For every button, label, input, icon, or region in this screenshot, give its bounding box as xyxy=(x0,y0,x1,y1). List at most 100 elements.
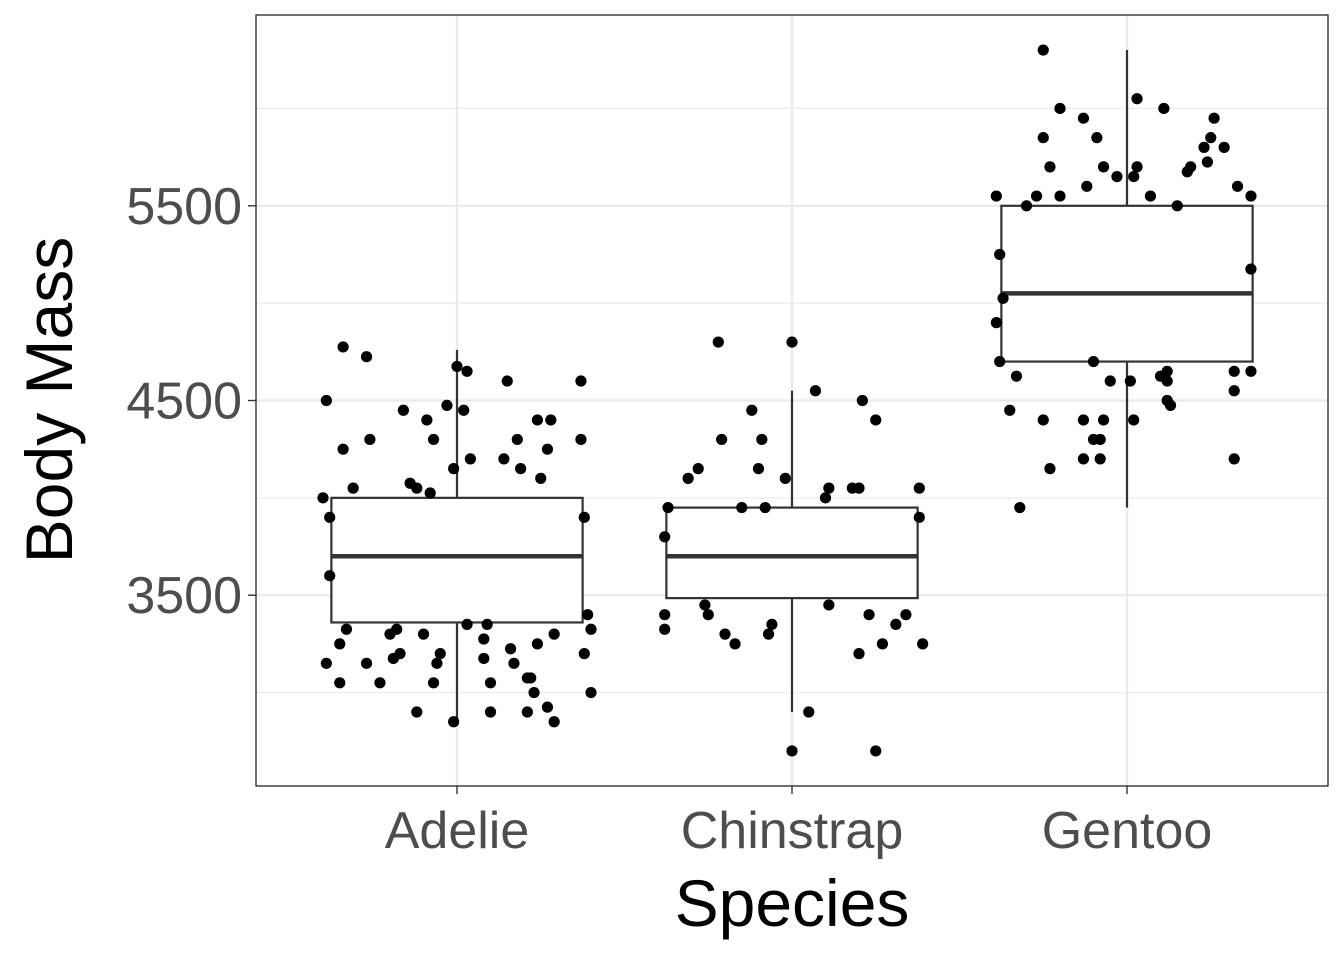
data-point xyxy=(853,648,865,660)
data-point xyxy=(528,686,540,699)
data-point xyxy=(1228,453,1240,465)
data-point xyxy=(994,355,1006,368)
data-point xyxy=(1231,180,1244,192)
data-point xyxy=(1158,102,1170,115)
x-tick-label: Chinstrap xyxy=(681,802,904,860)
data-point xyxy=(541,443,554,455)
data-point xyxy=(1014,501,1026,514)
data-point xyxy=(317,492,329,504)
data-point xyxy=(682,472,694,484)
data-point xyxy=(1198,141,1210,153)
data-point xyxy=(756,433,768,446)
data-point xyxy=(659,609,671,621)
data-point xyxy=(1037,132,1049,144)
data-point xyxy=(448,716,460,728)
data-point xyxy=(1044,463,1056,475)
data-point xyxy=(417,628,430,640)
data-point xyxy=(699,599,711,611)
data-point xyxy=(913,482,925,494)
data-point xyxy=(1245,190,1257,202)
data-point xyxy=(511,433,523,446)
data-point xyxy=(1094,433,1106,446)
data-point xyxy=(990,317,1002,329)
data-point xyxy=(1245,263,1257,275)
data-point xyxy=(411,482,423,494)
data-point xyxy=(441,399,453,411)
y-tick-label: 5500 xyxy=(126,178,242,236)
data-point xyxy=(478,652,490,665)
data-point xyxy=(900,609,912,621)
data-point xyxy=(1208,112,1220,124)
data-point xyxy=(1094,453,1106,465)
data-point xyxy=(990,190,1002,202)
data-point xyxy=(508,657,520,669)
data-point xyxy=(1077,112,1090,124)
data-point xyxy=(1054,102,1066,115)
data-point xyxy=(448,463,460,475)
data-point xyxy=(779,472,791,484)
data-point xyxy=(1077,453,1090,465)
data-point xyxy=(729,638,741,650)
data-point xyxy=(719,628,731,640)
box-gentoo xyxy=(1000,204,1254,363)
data-point xyxy=(427,433,440,446)
data-point xyxy=(1228,385,1240,397)
y-tick-label: 4500 xyxy=(126,373,242,431)
data-point xyxy=(347,482,359,494)
box-adelie xyxy=(330,496,584,624)
data-point xyxy=(659,531,671,543)
data-point xyxy=(578,648,590,660)
data-point xyxy=(585,623,597,635)
axes: 3500 4500 5500 Adelie Chinstrap Gentoo xyxy=(126,178,1212,860)
data-point xyxy=(1044,161,1056,173)
data-point xyxy=(1104,375,1116,387)
data-point xyxy=(424,487,436,499)
data-point xyxy=(1010,370,1023,382)
data-point xyxy=(1087,355,1100,368)
data-point xyxy=(716,433,728,446)
data-point xyxy=(434,648,446,660)
data-point xyxy=(876,638,889,650)
data-point xyxy=(1218,141,1230,153)
data-point xyxy=(431,657,443,669)
data-point xyxy=(427,677,440,689)
data-point xyxy=(1161,365,1173,377)
data-point xyxy=(1124,375,1136,387)
data-point xyxy=(340,623,353,635)
data-point xyxy=(863,609,875,621)
data-point xyxy=(320,394,332,407)
data-point xyxy=(461,618,473,631)
data-point xyxy=(575,433,587,446)
data-point xyxy=(585,686,597,699)
data-point xyxy=(1004,404,1016,416)
data-point xyxy=(337,341,349,353)
data-point xyxy=(1128,170,1140,183)
data-point xyxy=(870,414,882,426)
data-point xyxy=(394,648,406,660)
data-point xyxy=(1161,375,1173,387)
data-point xyxy=(759,501,771,514)
data-point xyxy=(461,365,473,377)
data-point xyxy=(484,706,497,718)
data-point xyxy=(548,628,560,640)
data-point xyxy=(856,394,868,407)
data-point xyxy=(545,414,557,426)
data-point xyxy=(890,618,902,631)
data-point xyxy=(870,745,882,757)
data-point xyxy=(786,745,798,757)
data-point xyxy=(501,375,513,387)
data-point xyxy=(1054,190,1066,202)
data-point xyxy=(334,638,346,650)
data-point xyxy=(662,501,674,514)
data-point xyxy=(535,472,547,484)
data-point xyxy=(481,618,493,631)
data-point xyxy=(1201,156,1213,168)
data-point xyxy=(464,453,476,465)
data-point xyxy=(853,482,865,494)
data-point xyxy=(917,638,929,650)
data-point xyxy=(1245,365,1257,377)
data-point xyxy=(1097,161,1110,173)
data-point xyxy=(1205,132,1217,144)
data-point xyxy=(521,706,533,718)
